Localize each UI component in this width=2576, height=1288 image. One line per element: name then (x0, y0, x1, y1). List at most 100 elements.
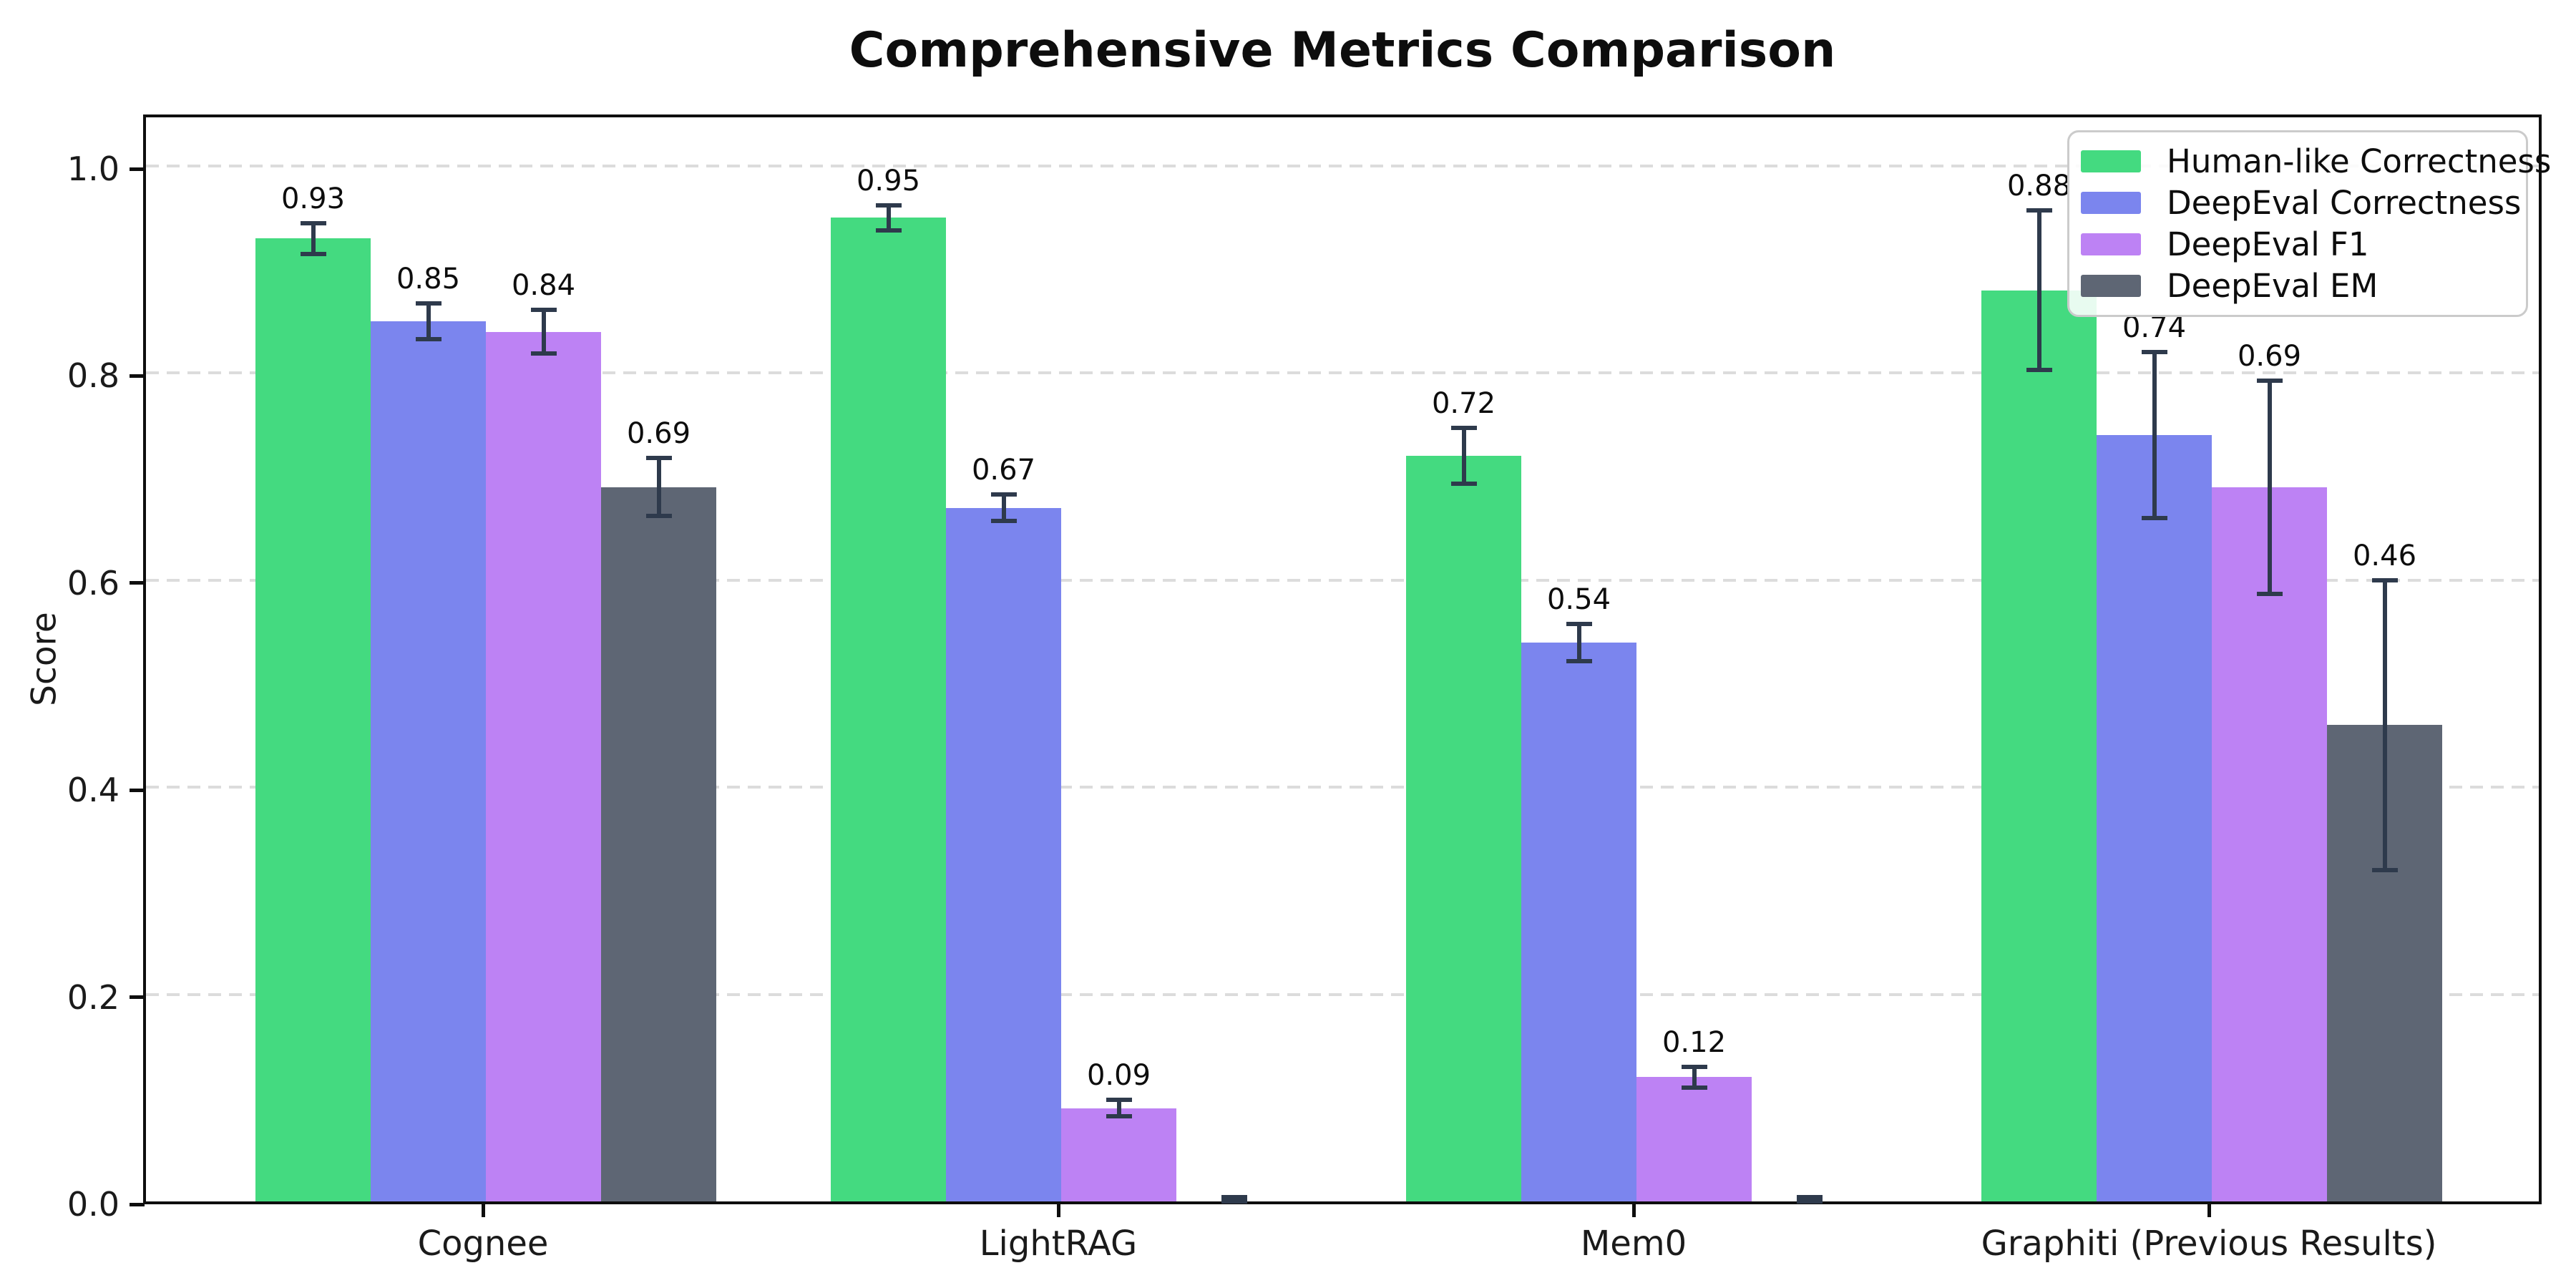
bar-value-label: 0.46 (2352, 539, 2417, 572)
error-bar-cap-bottom (1450, 482, 1477, 487)
legend: Human-like Correctness DeepEval Correctne… (2067, 130, 2551, 317)
error-bar-line (1692, 1066, 1697, 1088)
error-bar-line (1461, 428, 1466, 484)
gridline (146, 992, 2539, 996)
y-tick-label: 0.4 (67, 771, 119, 810)
bar-value-label: 0.12 (1662, 1025, 1727, 1059)
bar-deepeval-f1-3 (2212, 487, 2327, 1201)
bar-deepeval-f1-2 (1636, 1077, 1752, 1201)
y-tick-label: 0.0 (67, 1185, 119, 1224)
y-tick-label: 0.8 (67, 356, 119, 396)
error-bar-cap-bottom (1796, 1199, 1823, 1204)
error-bar-cap-top (1221, 1195, 1247, 1200)
error-bar-cap-bottom (990, 519, 1017, 524)
error-bar-cap-top (2026, 208, 2052, 213)
legend-item-label: Human-like Correctness (2167, 142, 2552, 181)
legend-swatch-icon (2081, 274, 2141, 297)
bar-human-like-correctness-3 (1981, 290, 2097, 1201)
error-bar-cap-bottom (1566, 658, 1592, 663)
bar-value-label: 0.88 (2006, 170, 2072, 203)
bar-deepeval-f1-0 (486, 331, 601, 1201)
error-bar-line (2382, 580, 2387, 870)
legend-item-label: DeepEval F1 (2167, 225, 2369, 263)
error-bar-cap-top (1681, 1064, 1707, 1069)
error-bar-cap-bottom (2141, 515, 2167, 520)
error-bar-cap-top (2256, 378, 2283, 383)
bar-value-label: 0.09 (1086, 1059, 1151, 1093)
error-bar-cap-top (990, 492, 1017, 497)
legend-swatch-icon (2081, 150, 2141, 173)
y-tick-mark (130, 581, 145, 585)
error-bar-cap-bottom (1221, 1199, 1247, 1204)
bar-deepeval-em-0 (601, 487, 716, 1201)
error-bar-line (1116, 1100, 1121, 1117)
error-bar-cap-bottom (2256, 591, 2283, 596)
error-bar-cap-top (2141, 350, 2167, 355)
error-bar-cap-top (2371, 577, 2398, 582)
y-tick-label: 0.2 (67, 977, 119, 1017)
bar-value-label: 0.85 (396, 263, 461, 296)
error-bar-cap-top (530, 308, 557, 313)
error-bar-cap-top (645, 456, 672, 461)
error-bar-cap-top (300, 220, 326, 225)
bar-value-label: 0.95 (856, 165, 921, 197)
legend-item-2: DeepEval F1 (2081, 228, 2513, 260)
y-tick-mark (130, 167, 145, 171)
bar-value-label: 0.74 (2122, 311, 2187, 345)
error-bar-cap-top (875, 203, 902, 208)
error-bar-line (311, 223, 316, 254)
x-tick-label-0: Cognee (417, 1224, 549, 1264)
gridline (146, 578, 2539, 582)
error-bar-line (426, 303, 431, 339)
x-tick-mark (481, 1204, 485, 1217)
bar-value-label: 0.69 (2237, 339, 2302, 373)
x-tick-mark (2207, 1204, 2211, 1217)
bar-value-label: 0.69 (626, 417, 691, 451)
x-tick-mark (1056, 1204, 1060, 1217)
bar-human-like-correctness-0 (255, 238, 371, 1201)
y-tick-mark (130, 788, 145, 792)
y-axis-label: Score (24, 612, 64, 706)
bar-deepeval-correctness-1 (946, 507, 1061, 1201)
gridline (146, 371, 2539, 375)
error-bar-cap-top (1106, 1098, 1132, 1103)
legend-swatch-icon (2081, 233, 2141, 255)
gridline (146, 165, 2539, 167)
bar-deepeval-correctness-2 (1521, 642, 1636, 1201)
legend-item-1: DeepEval Correctness (2081, 187, 2521, 219)
error-bar-cap-bottom (415, 336, 441, 341)
error-bar-line (541, 310, 546, 353)
error-bar-cap-top (1450, 426, 1477, 431)
error-bar-cap-bottom (300, 252, 326, 256)
error-bar-cap-bottom (530, 351, 557, 356)
bar-deepeval-correctness-0 (371, 321, 486, 1201)
bar-value-label: 0.67 (971, 453, 1036, 487)
x-tick-label-2: Mem0 (1580, 1224, 1687, 1264)
gridline (146, 786, 2539, 789)
bar-value-label: 0.54 (1546, 582, 1611, 616)
bar-value-label: 0.93 (280, 182, 346, 215)
error-bar-line (886, 205, 891, 230)
legend-item-label: DeepEval EM (2167, 266, 2379, 305)
error-bar-cap-bottom (645, 514, 672, 519)
bar-human-like-correctness-1 (831, 218, 946, 1201)
error-bar-cap-bottom (2026, 368, 2052, 373)
legend-swatch-icon (2081, 192, 2141, 215)
error-bar-cap-top (1796, 1195, 1823, 1200)
error-bar-line (1001, 494, 1006, 522)
error-bar-line (2036, 210, 2041, 371)
bar-human-like-correctness-2 (1406, 456, 1521, 1201)
x-tick-label-1: LightRAG (979, 1224, 1138, 1264)
bar-deepeval-f1-1 (1061, 1108, 1176, 1201)
error-bar-cap-bottom (1106, 1114, 1132, 1119)
legend-item-label: DeepEval Correctness (2167, 184, 2522, 223)
error-bar-line (1576, 623, 1581, 661)
error-bar-cap-bottom (875, 228, 902, 233)
bar-deepeval-correctness-3 (2097, 435, 2212, 1201)
y-tick-label: 1.0 (67, 150, 119, 188)
legend-item-0: Human-like Correctness (2081, 145, 2551, 177)
error-bar-line (656, 458, 661, 517)
x-tick-mark (1631, 1204, 1636, 1217)
bar-value-label: 0.72 (1431, 387, 1496, 421)
